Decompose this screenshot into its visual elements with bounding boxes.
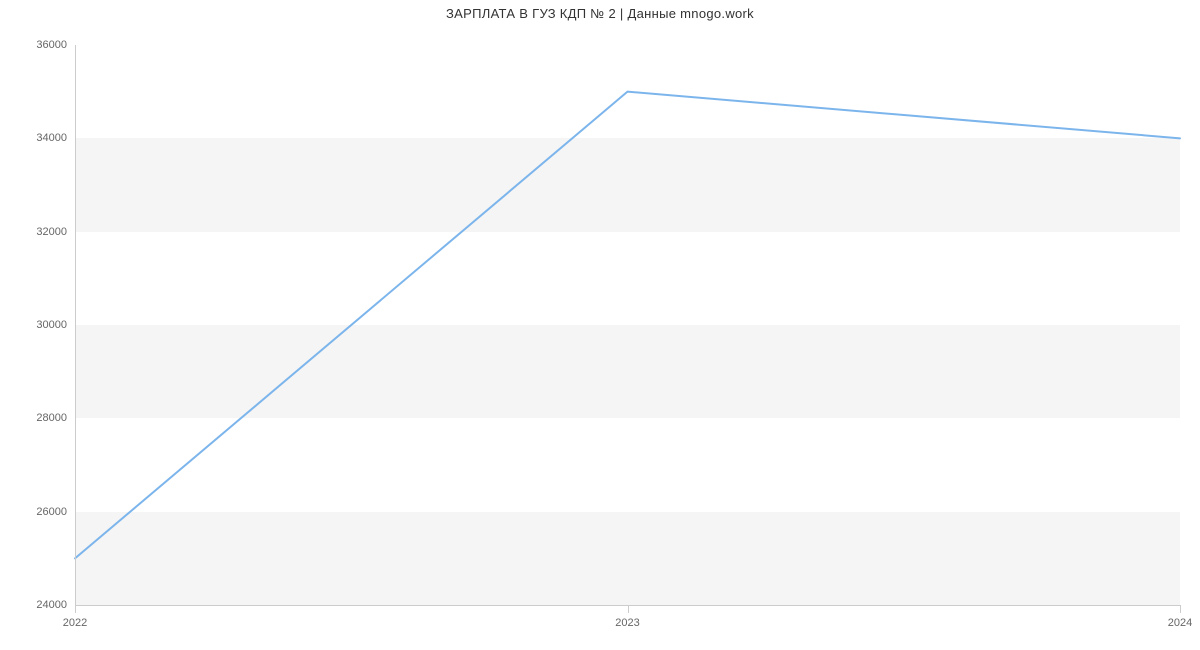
y-axis-line <box>75 45 76 605</box>
y-tick-label: 28000 <box>7 412 67 424</box>
x-tick-label: 2024 <box>1168 617 1192 629</box>
x-tick-label: 2022 <box>63 617 87 629</box>
chart-container: ЗАРПЛАТА В ГУЗ КДП № 2 | Данные mnogo.wo… <box>0 0 1200 650</box>
y-tick-label: 36000 <box>7 39 67 51</box>
y-tick-label: 26000 <box>7 506 67 518</box>
line-series <box>75 45 1180 605</box>
y-tick-label: 30000 <box>7 319 67 331</box>
x-tick-mark <box>75 605 76 613</box>
plot-area: 2400026000280003000032000340003600020222… <box>75 45 1180 605</box>
y-tick-label: 24000 <box>7 599 67 611</box>
y-tick-label: 32000 <box>7 226 67 238</box>
y-tick-label: 34000 <box>7 132 67 144</box>
x-tick-mark <box>1180 605 1181 613</box>
series-line <box>75 92 1180 559</box>
chart-title: ЗАРПЛАТА В ГУЗ КДП № 2 | Данные mnogo.wo… <box>0 6 1200 21</box>
x-tick-mark <box>628 605 629 613</box>
x-tick-label: 2023 <box>615 617 639 629</box>
